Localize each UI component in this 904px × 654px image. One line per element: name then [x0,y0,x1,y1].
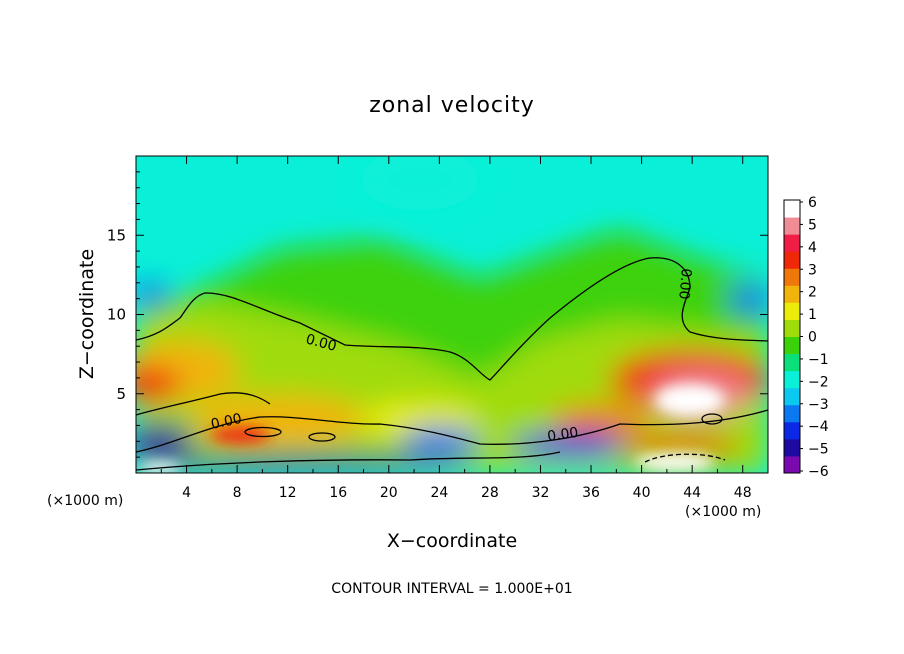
x-tick-label: 40 [633,485,651,501]
colorbar-tick-label: 3 [808,262,817,278]
contour-label: 0.00 [675,268,694,300]
x-tick-label: 12 [279,485,297,501]
x-tick-label: 28 [481,485,499,501]
colorbar-tick-label: −3 [808,397,829,413]
colorbar-tick-label: 6 [808,195,817,211]
x-tick-label: 24 [430,485,448,501]
contour-interval-text: CONTOUR INTERVAL = 1.000E+01 [331,581,572,597]
colorbar-segment [784,336,800,355]
colorbar-tick-label: −5 [808,442,829,458]
x-tick-label: 8 [233,485,242,501]
contour-label: 0.00 [304,331,338,355]
colorbar-tick-label: 5 [808,217,817,233]
x-tick-labels: 4 8 12 16 20 24 28 32 36 40 44 48 [182,485,752,501]
colorbar-tick-label: 2 [808,285,817,301]
contour-labels: 0.00 0.00 0.00 0.00 [210,268,694,445]
axis-ticks [136,156,768,473]
colorbar [784,200,800,474]
colorbar-segment [784,404,800,423]
colorbar-labels: 6 5 4 3 2 1 0 −1 −2 −3 −4 −5 −6 [800,195,829,480]
colorbar-segment [784,353,800,372]
x-tick-label: 48 [734,485,752,501]
x-tick-label: 20 [380,485,398,501]
y-tick-label: 10 [107,306,126,324]
y-tick-label: 15 [107,226,126,244]
field-highlights [138,384,725,473]
contour-label: 0.00 [210,411,244,433]
colorbar-segment [784,251,800,269]
colorbar-segment [784,268,800,286]
colorbar-segment [784,285,800,303]
colorbar-tick-label: 4 [808,240,817,256]
colorbar-tick-label: 1 [808,307,817,323]
colorbar-tick-label: 0 [808,330,817,346]
x-tick-label: 32 [532,485,550,501]
heatmap-field: 0.00 0.00 0.00 0.00 [136,156,768,473]
chart-title: zonal velocity [369,93,535,118]
colorbar-tick-label: −6 [808,464,829,480]
y-tick-label: 5 [116,385,126,403]
x-axis-label: X−coordinate [387,530,517,552]
y-tick-labels: 5 10 15 [107,226,126,403]
contour-label: 0.00 [546,425,579,445]
x-tick-label: 16 [329,485,347,501]
colorbar-segment [784,370,800,389]
colorbar-segment [784,421,800,440]
colorbar-tick-label: −4 [808,419,829,435]
zero-contours [136,257,768,471]
x-tick-label: 44 [683,485,701,501]
colorbar-segment [784,234,800,252]
x-unit-label-left: (×1000 m) [47,493,123,509]
x-unit-label-right: (×1000 m) [685,504,761,520]
colorbar-tick-label: −1 [808,352,829,368]
colorbar-segment [784,302,800,320]
x-tick-label: 4 [182,485,191,501]
colorbar-tick-label: −2 [808,374,829,390]
colorbar-segment [784,387,800,406]
colorbar-segment [784,438,800,457]
colorbar-segment [784,455,800,474]
colorbar-segment [784,200,800,218]
y-axis-label: Z−coordinate [76,249,98,379]
x-tick-label: 36 [582,485,600,501]
colorbar-segment [784,217,800,235]
colorbar-segment [784,319,800,337]
colorbar-frame [783,199,801,474]
